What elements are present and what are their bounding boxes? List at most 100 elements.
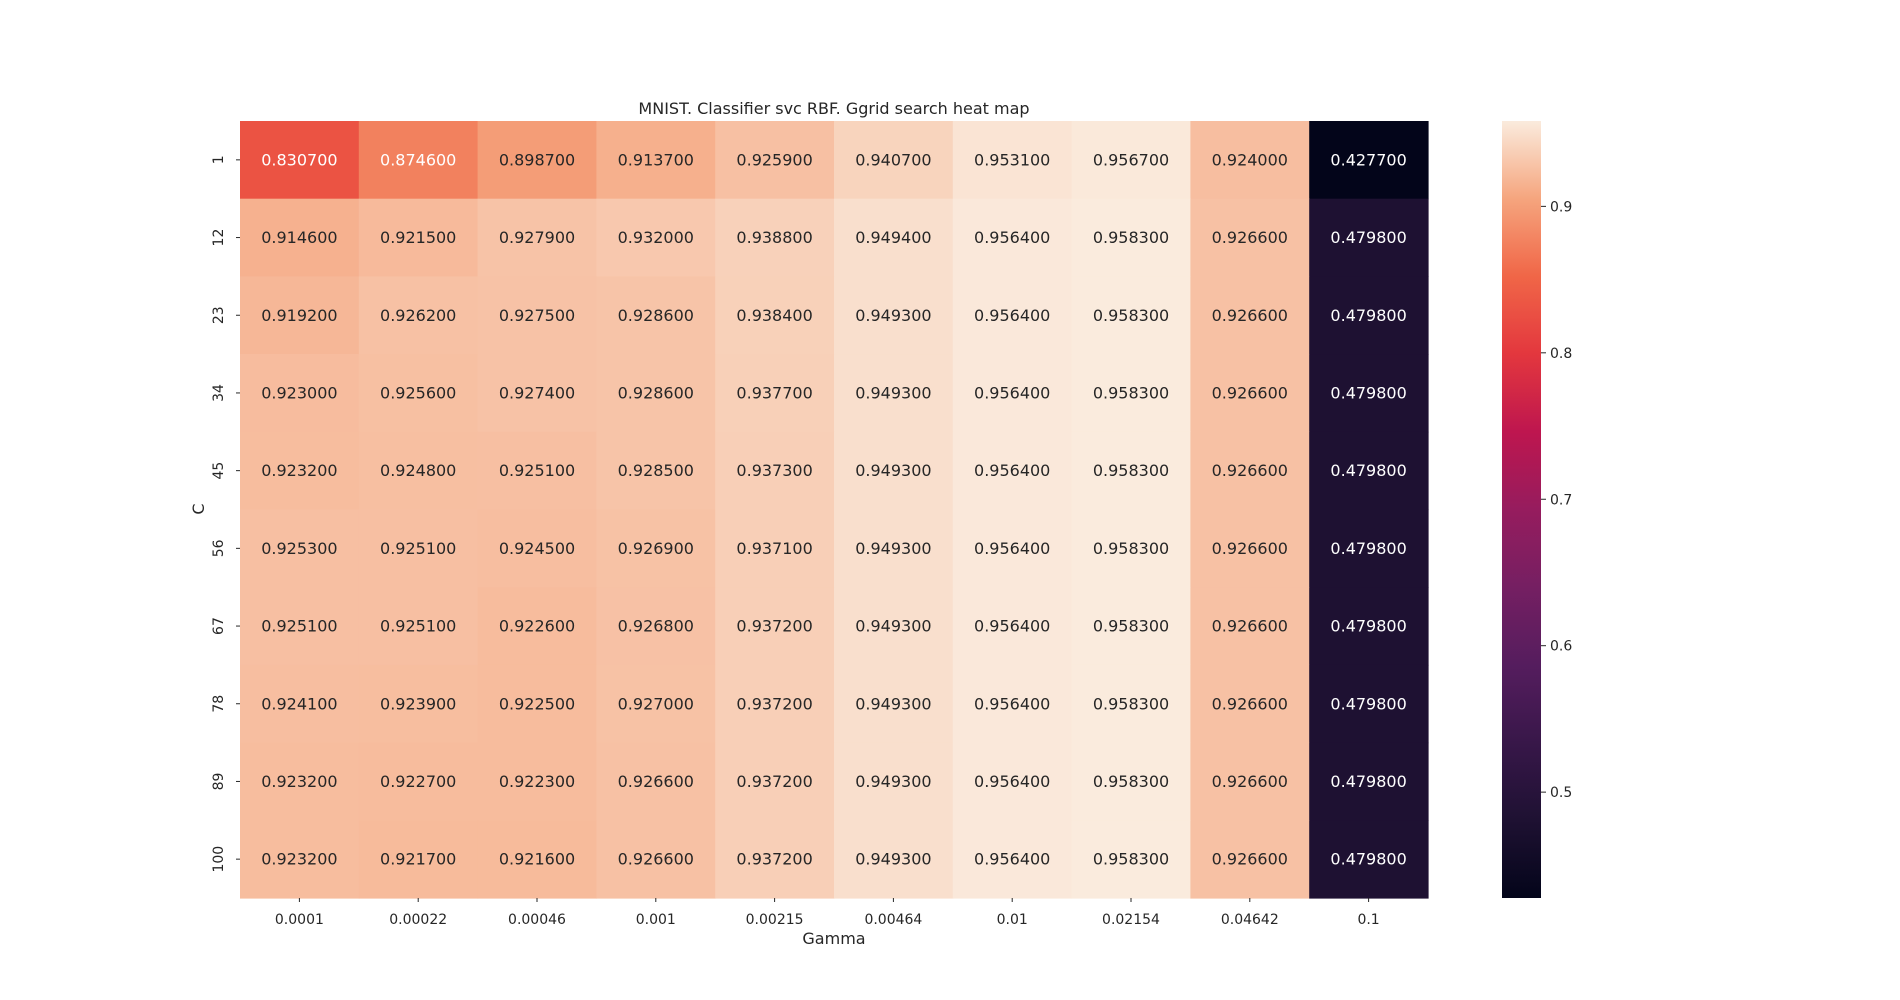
heatmap-cell-label: 0.830700 (261, 150, 337, 169)
heatmap-cell (477, 198, 597, 277)
heatmap-cell-label: 0.925900 (736, 150, 812, 169)
x-tick-label: 0.00215 (746, 912, 804, 928)
heatmap-cell (477, 509, 597, 588)
heatmap-cell (1309, 121, 1429, 200)
heatmap-cell-label: 0.949400 (855, 228, 931, 247)
heatmap-cell (1190, 431, 1310, 511)
heatmap-cell (240, 431, 360, 511)
heatmap-cell-label: 0.913700 (618, 150, 694, 169)
heatmap-cell (1071, 121, 1191, 200)
heatmap-cell (834, 276, 954, 355)
heatmap-cell-label: 0.956400 (974, 539, 1050, 558)
heatmap-cell-label: 0.926600 (618, 772, 694, 791)
heatmap-cell (1190, 742, 1310, 821)
heatmap-cell (596, 121, 716, 200)
heatmap-cell (1190, 664, 1310, 744)
heatmap-cell (952, 198, 1073, 277)
heatmap-cell (596, 431, 716, 511)
heatmap-cell-label: 0.914600 (261, 228, 337, 247)
heatmap-cell (358, 820, 479, 899)
heatmap-cell-label: 0.925100 (380, 617, 456, 636)
heatmap-cell (240, 276, 360, 355)
x-tick-label: 0.02154 (1102, 912, 1160, 928)
heatmap-cell-label: 0.427700 (1330, 150, 1406, 169)
heatmap-cell-label: 0.958300 (1093, 617, 1169, 636)
heatmap-cell (952, 742, 1073, 821)
heatmap-cell (952, 820, 1073, 899)
heatmap-cell (1071, 742, 1191, 821)
heatmap-cell (1071, 198, 1191, 277)
heatmap-cell-label: 0.921600 (499, 850, 575, 869)
heatmap-cell (596, 664, 716, 744)
heatmap-cell (477, 664, 597, 744)
heatmap-cell-label: 0.919200 (261, 306, 337, 325)
heatmap-cell (1309, 742, 1429, 821)
heatmap-cell-label: 0.923200 (261, 772, 337, 791)
heatmap-cell (715, 820, 835, 899)
heatmap-cell (240, 587, 360, 666)
x-tick-label: 0.1 (1357, 912, 1379, 928)
chart-title: MNIST. Classifier svc RBF. Ggrid search … (638, 99, 1029, 118)
heatmap-cell-label: 0.937200 (736, 772, 812, 791)
heatmap-cell-label: 0.958300 (1093, 694, 1169, 713)
heatmap-cell-label: 0.949300 (855, 539, 931, 558)
heatmap-cell-label: 0.949300 (855, 306, 931, 325)
heatmap-cell (358, 198, 479, 277)
heatmap-cell (952, 276, 1073, 355)
heatmap-cell-label: 0.926600 (1212, 539, 1288, 558)
heatmap-cell (834, 509, 954, 588)
y-tick-label: 12 (211, 229, 227, 247)
heatmap-cell-label: 0.479800 (1330, 539, 1406, 558)
y-tick-label: 34 (211, 384, 227, 402)
heatmap-cell-label: 0.958300 (1093, 306, 1169, 325)
heatmap-cell-label: 0.479800 (1330, 694, 1406, 713)
heatmap-cell-label: 0.937300 (736, 461, 812, 480)
heatmap-cell (358, 587, 479, 666)
heatmap-cell (1071, 354, 1191, 433)
heatmap-cell-label: 0.949300 (855, 694, 931, 713)
heatmap-cell (715, 121, 835, 200)
heatmap-cell (358, 431, 479, 511)
heatmap-cell-label: 0.956400 (974, 306, 1050, 325)
y-axis-ticks: 1 12 23 34 45 56 67 78 89 100 (211, 155, 240, 873)
colorbar-tick-label: 0.6 (1550, 639, 1572, 655)
heatmap-cell (358, 354, 479, 433)
heatmap-cell-label: 0.926800 (618, 617, 694, 636)
heatmap-cell (240, 664, 360, 744)
heatmap-cell-label: 0.923000 (261, 383, 337, 402)
heatmap-cell (715, 431, 835, 511)
heatmap-cell-label: 0.953100 (974, 150, 1050, 169)
heatmap-cell (358, 276, 479, 355)
heatmap-cell-label: 0.940700 (855, 150, 931, 169)
heatmap-cell (1190, 276, 1310, 355)
heatmap-cell-label: 0.926600 (1212, 383, 1288, 402)
heatmap-cell (715, 354, 835, 433)
x-tick-label: 0.00464 (864, 912, 922, 928)
heatmap-cell (1309, 820, 1429, 899)
heatmap-cell (715, 664, 835, 744)
heatmap-cell (596, 742, 716, 821)
heatmap-cell-label: 0.956400 (974, 772, 1050, 791)
y-tick-label: 56 (211, 539, 227, 557)
heatmap-cell (834, 664, 954, 744)
heatmap-cell (1071, 587, 1191, 666)
heatmap-cell (477, 820, 597, 899)
heatmap-cell (358, 664, 479, 744)
heatmap-cell (477, 276, 597, 355)
heatmap-cell-label: 0.949300 (855, 772, 931, 791)
heatmap-cell-label: 0.926600 (618, 850, 694, 869)
heatmap-cell-label: 0.925600 (380, 383, 456, 402)
colorbar: 0.5 0.6 0.7 0.8 0.9 (1502, 121, 1572, 898)
heatmap-cell-label: 0.921500 (380, 228, 456, 247)
x-tick-label: 0.00022 (389, 912, 447, 928)
heatmap-cell (715, 742, 835, 821)
heatmap-cell-label: 0.926600 (1212, 306, 1288, 325)
heatmap-cell-label: 0.925100 (380, 539, 456, 558)
heatmap-cell-label: 0.926600 (1212, 694, 1288, 713)
heatmap-cell (952, 664, 1073, 744)
heatmap-cell-label: 0.956400 (974, 694, 1050, 713)
heatmap-cell-label: 0.924500 (499, 539, 575, 558)
heatmap-cell-label: 0.479800 (1330, 228, 1406, 247)
y-tick-label: 78 (211, 695, 227, 713)
